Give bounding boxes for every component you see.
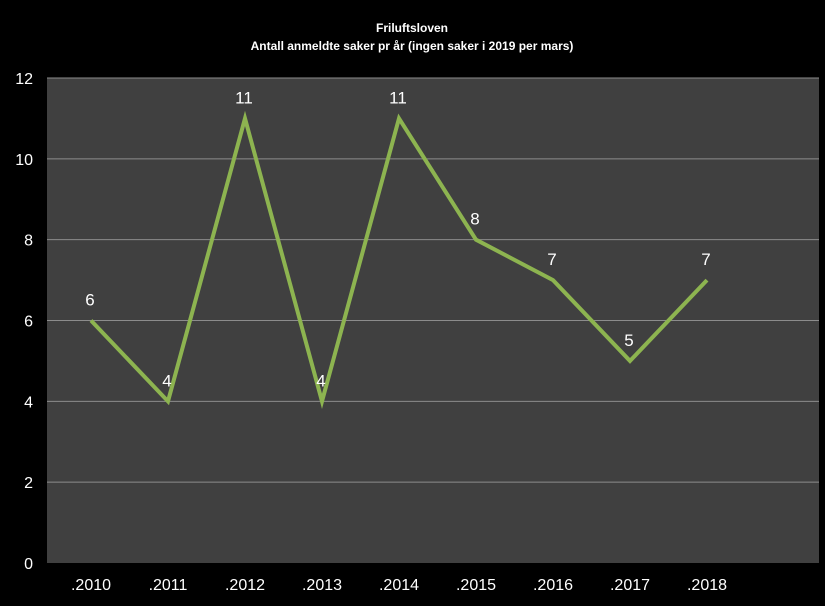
data-label: 7	[701, 250, 710, 269]
x-tick-label: .2012	[225, 577, 265, 594]
data-label: 8	[470, 210, 479, 229]
y-tick-label: 6	[24, 314, 33, 331]
y-tick-label: 12	[15, 71, 33, 88]
series-line	[89, 110, 709, 409]
y-tick-label: 10	[15, 152, 33, 169]
x-axis-ticks: .2010 .2011 .2012 .2013 .2014 .2015 .2016 .2017…	[71, 577, 727, 594]
x-tick-label: .2018	[687, 577, 727, 594]
data-labels: 6 4 11 4 11 8 7 5 7	[85, 88, 710, 390]
data-label: 5	[624, 331, 633, 350]
data-label: 11	[235, 88, 253, 107]
data-label: 4	[162, 371, 171, 390]
y-tick-label: 0	[24, 556, 33, 573]
data-label: 6	[85, 291, 94, 310]
x-tick-label: .2010	[71, 577, 111, 594]
x-tick-label: .2011	[149, 577, 188, 594]
x-tick-label: .2016	[533, 577, 573, 594]
data-label: 11	[389, 88, 407, 107]
x-tick-label: .2013	[302, 577, 342, 594]
data-label: 7	[547, 250, 556, 269]
y-tick-label: 8	[24, 233, 33, 250]
x-tick-label: .2015	[456, 577, 496, 594]
x-tick-label: .2014	[379, 577, 419, 594]
y-axis-ticks: 0 2 4 6 8 10 12	[15, 71, 33, 573]
y-tick-label: 2	[24, 475, 33, 492]
chart-subtitle: Antall anmeldte saker pr år (ingen saker…	[251, 39, 574, 53]
chart-title: Friluftsloven	[376, 21, 448, 35]
y-tick-label: 4	[24, 394, 33, 411]
gridlines	[47, 77, 819, 483]
data-label: 4	[316, 371, 325, 390]
x-tick-label: .2017	[610, 577, 650, 594]
